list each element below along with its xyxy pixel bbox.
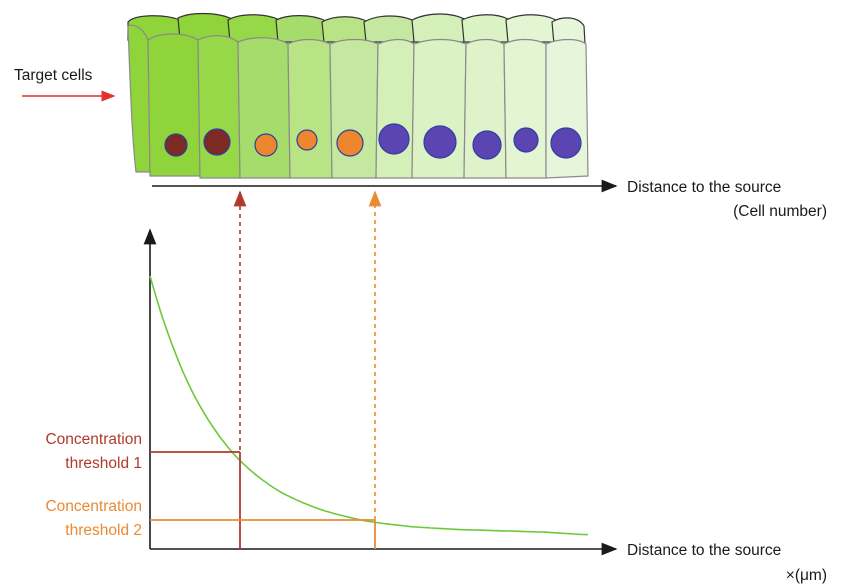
nucleus-purple	[378, 123, 410, 155]
threshold2-lines	[150, 519, 376, 549]
cell-3	[197, 35, 241, 179]
concentration-gradient-curve	[149, 275, 589, 536]
target-cells-label: Target cells	[14, 67, 93, 84]
nucleus-dark-red	[164, 133, 188, 157]
nucleus-orange	[254, 133, 278, 157]
cell-1	[127, 24, 151, 173]
threshold2-label-line1: Concentration	[45, 498, 142, 515]
threshold2-label-line2: threshold 2	[65, 522, 142, 539]
cell-7	[375, 38, 415, 179]
nucleus-orange	[296, 129, 318, 151]
cell-10	[503, 38, 547, 179]
threshold1-label-line2: threshold 1	[65, 455, 142, 472]
top-axis-label-line1: Distance to the source	[627, 179, 781, 196]
nucleus-purple	[550, 127, 582, 159]
nucleus-purple	[513, 127, 539, 153]
cell-4	[237, 37, 291, 179]
bottom-axis-label-line2: ×(μm)	[786, 567, 827, 584]
nuclei	[164, 123, 582, 160]
cell-tops-back-row	[127, 12, 586, 45]
cell-columns	[127, 24, 589, 179]
nucleus-dark-red	[203, 128, 231, 156]
threshold1-lines	[150, 451, 241, 549]
top-axis-label-line2: (Cell number)	[733, 203, 827, 220]
nucleus-purple	[423, 125, 457, 159]
nucleus-purple	[472, 130, 502, 160]
cell-6	[329, 38, 379, 179]
nucleus-orange	[336, 129, 364, 157]
bottom-axis-label-line1: Distance to the source	[627, 542, 781, 559]
cell-sheet	[127, 12, 589, 179]
threshold1-label-line1: Concentration	[45, 431, 142, 448]
cell-5	[287, 38, 333, 179]
